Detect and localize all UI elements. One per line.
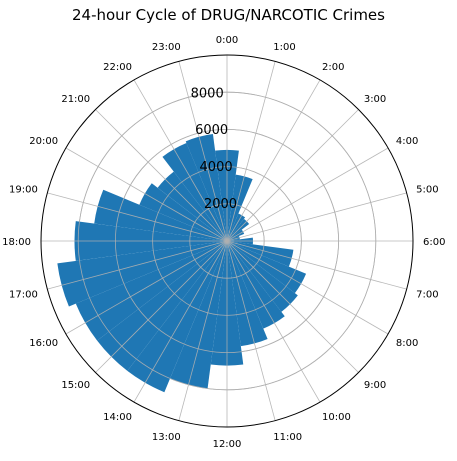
angular-gridline: [133, 79, 228, 242]
bar-2300: [185, 134, 227, 241]
angular-gridline: [226, 109, 359, 242]
angular-tick-labels: 0:00 1:00 2:00 3:00 4:00 5:00 6:00 7:00 8:00 9:00…: [2, 35, 445, 450]
radial-gridline-overlay: [115, 128, 339, 353]
angular-tick-label: 23:00: [152, 42, 181, 53]
radial-gridline-overlay: [189, 203, 265, 279]
bar-100: [227, 174, 253, 241]
bar-2200: [162, 143, 227, 241]
bar-200: [227, 213, 246, 241]
radial-tick-label: 2000: [204, 197, 237, 212]
bar-1300: [170, 241, 227, 389]
radial-gridline-overlay: [152, 166, 302, 316]
angular-tick-label: 16:00: [29, 338, 58, 349]
angular-tick-label: 12:00: [213, 439, 242, 450]
angular-gridline: [226, 240, 276, 421]
angular-gridline: [178, 61, 228, 242]
angular-tick-label: 5:00: [416, 185, 438, 196]
angular-tick-label: 4:00: [396, 136, 418, 147]
angular-gridline: [65, 240, 228, 335]
angular-tick-label: 21:00: [61, 94, 90, 105]
bar-1400: [127, 241, 227, 393]
angular-gridline: [47, 240, 228, 290]
angular-gridline: [226, 192, 407, 242]
angular-gridline: [133, 240, 228, 403]
angular-gridline: [95, 109, 228, 242]
angular-tick-label: 15:00: [61, 380, 90, 391]
angular-tick-label: 1:00: [273, 42, 295, 53]
angular-tick-label: 19:00: [9, 185, 38, 196]
angular-gridline: [226, 240, 359, 373]
angular-gridline: [95, 240, 228, 373]
angular-gridline: [226, 240, 321, 403]
angular-gridline: [47, 192, 228, 242]
bar-2000: [139, 183, 227, 241]
radial-gridline-overlay: [77, 91, 377, 391]
angular-tick-label: 8:00: [396, 338, 418, 349]
angular-gridline: [226, 79, 321, 242]
angular-tick-label: 3:00: [364, 94, 386, 105]
angular-tick-label: 2:00: [322, 62, 344, 73]
bar-700: [227, 241, 294, 267]
chart-title: 24-hour Cycle of DRUG/NARCOTIC Crimes: [72, 6, 385, 24]
angular-tick-label: 14:00: [103, 412, 132, 423]
radial-tick-label: 6000: [195, 123, 228, 138]
angular-tick-label: 9:00: [364, 380, 386, 391]
angular-tick-label: 6:00: [423, 237, 445, 248]
bar-800: [227, 241, 307, 294]
angular-gridline: [226, 240, 389, 335]
bar-1000: [227, 241, 285, 329]
angular-gridline: [226, 61, 276, 242]
bar-1600: [75, 241, 228, 341]
radial-tick-label: 4000: [200, 160, 233, 175]
angular-gridline: [226, 147, 389, 242]
radial-tick-labels: 2000 4000 6000 8000: [191, 86, 237, 212]
bar-1100: [227, 241, 268, 347]
bar-1900: [94, 189, 227, 241]
angular-tick-label: 13:00: [152, 432, 181, 443]
angular-tick-label: 18:00: [2, 237, 31, 248]
angular-tick-label: 7:00: [416, 289, 438, 300]
angular-tick-label: 22:00: [103, 62, 132, 73]
angular-tick-label: 11:00: [273, 432, 302, 443]
radial-tick-label: 8000: [191, 86, 224, 101]
spokes-layer: [40, 54, 414, 428]
angular-gridline: [226, 240, 407, 290]
bar-1700: [57, 241, 227, 307]
angular-tick-label: 10:00: [322, 412, 351, 423]
angular-tick-label: 0:00: [216, 35, 238, 46]
angular-tick-label: 20:00: [29, 136, 58, 147]
angular-tick-label: 17:00: [9, 289, 38, 300]
angular-gridline: [65, 147, 228, 242]
polar-frame: [40, 54, 414, 428]
angular-gridline: [178, 240, 228, 421]
